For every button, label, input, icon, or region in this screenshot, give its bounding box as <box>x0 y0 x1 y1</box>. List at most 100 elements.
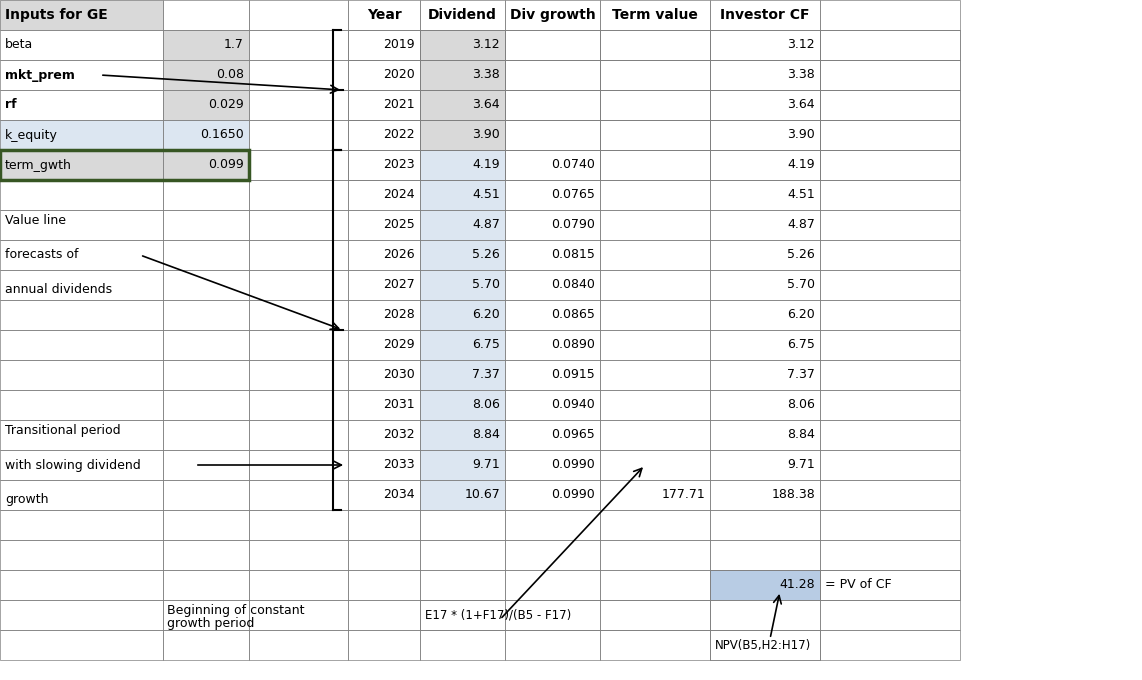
Bar <box>820 270 960 300</box>
Bar <box>249 0 348 30</box>
Text: 2026: 2026 <box>384 248 415 262</box>
Bar <box>820 570 960 600</box>
Bar <box>710 420 820 450</box>
Bar <box>348 630 420 660</box>
Bar <box>0 570 163 600</box>
Text: 4.87: 4.87 <box>472 218 500 231</box>
Bar <box>710 210 820 240</box>
Text: annual dividends: annual dividends <box>5 283 112 296</box>
Bar <box>710 120 820 150</box>
Bar <box>348 360 420 390</box>
Bar <box>420 510 505 540</box>
Bar <box>348 0 420 30</box>
Text: 0.029: 0.029 <box>208 99 244 112</box>
Bar <box>600 150 710 180</box>
Bar <box>820 150 960 180</box>
Bar <box>163 60 249 90</box>
Bar <box>249 30 348 60</box>
Bar <box>420 120 505 150</box>
Bar <box>420 630 505 660</box>
Bar <box>420 150 505 180</box>
Bar <box>249 600 348 630</box>
Bar <box>820 510 960 540</box>
Bar <box>420 420 505 450</box>
Bar <box>0 420 163 450</box>
Bar <box>0 180 163 210</box>
Text: 7.37: 7.37 <box>472 369 500 381</box>
Bar <box>348 30 420 60</box>
Bar <box>163 390 249 420</box>
Bar <box>600 0 710 30</box>
Bar <box>348 480 420 510</box>
Bar <box>820 300 960 330</box>
Bar <box>163 480 249 510</box>
Bar <box>820 150 960 180</box>
Bar <box>163 510 249 540</box>
Bar <box>420 300 505 330</box>
Text: 6.20: 6.20 <box>473 309 500 322</box>
Bar <box>249 90 348 120</box>
Bar <box>348 390 420 420</box>
Bar <box>348 630 420 660</box>
Bar <box>820 150 960 180</box>
Bar <box>710 150 820 180</box>
Bar <box>0 60 163 90</box>
Text: 3.12: 3.12 <box>787 39 815 52</box>
Bar <box>820 600 960 630</box>
Bar <box>249 390 348 420</box>
Bar <box>505 120 600 150</box>
Bar <box>348 450 420 480</box>
Bar <box>505 330 600 360</box>
Bar <box>600 360 710 390</box>
Bar <box>420 60 505 90</box>
Bar <box>163 90 249 120</box>
Bar <box>505 300 600 330</box>
Bar <box>348 120 420 150</box>
Bar <box>505 270 600 300</box>
Bar <box>420 330 505 360</box>
Bar <box>420 30 505 60</box>
Bar <box>505 150 600 180</box>
Bar <box>600 60 710 90</box>
Bar <box>710 570 820 600</box>
Bar <box>710 270 820 300</box>
Text: 0.0915: 0.0915 <box>552 369 595 381</box>
Bar <box>163 30 249 60</box>
Bar <box>0 390 163 420</box>
Text: 10.67: 10.67 <box>465 488 500 502</box>
Bar <box>348 90 420 120</box>
Bar <box>710 390 820 420</box>
Text: 0.0890: 0.0890 <box>552 339 595 352</box>
Bar <box>420 60 505 90</box>
Bar <box>710 570 820 600</box>
Bar <box>163 450 249 480</box>
Bar <box>820 450 960 480</box>
Bar <box>163 630 249 660</box>
Bar <box>348 180 420 210</box>
Bar <box>710 540 820 570</box>
Bar <box>348 420 420 450</box>
Bar <box>710 30 820 60</box>
Bar <box>710 450 820 480</box>
Bar <box>600 630 710 660</box>
Bar <box>163 420 249 450</box>
Bar <box>505 270 600 300</box>
Bar <box>505 150 600 180</box>
Bar <box>505 540 600 570</box>
Bar <box>163 630 249 660</box>
Bar <box>505 510 600 540</box>
Bar <box>420 390 505 420</box>
Bar <box>163 150 249 180</box>
Bar <box>820 540 960 570</box>
Bar <box>420 180 505 210</box>
Bar <box>163 210 249 240</box>
Text: 2034: 2034 <box>384 488 415 502</box>
Bar <box>0 150 163 180</box>
Bar <box>249 0 348 30</box>
Bar <box>710 360 820 390</box>
Bar <box>710 30 820 60</box>
Bar <box>820 30 960 60</box>
Bar <box>505 600 600 630</box>
Bar <box>348 30 420 60</box>
Bar <box>249 360 348 390</box>
